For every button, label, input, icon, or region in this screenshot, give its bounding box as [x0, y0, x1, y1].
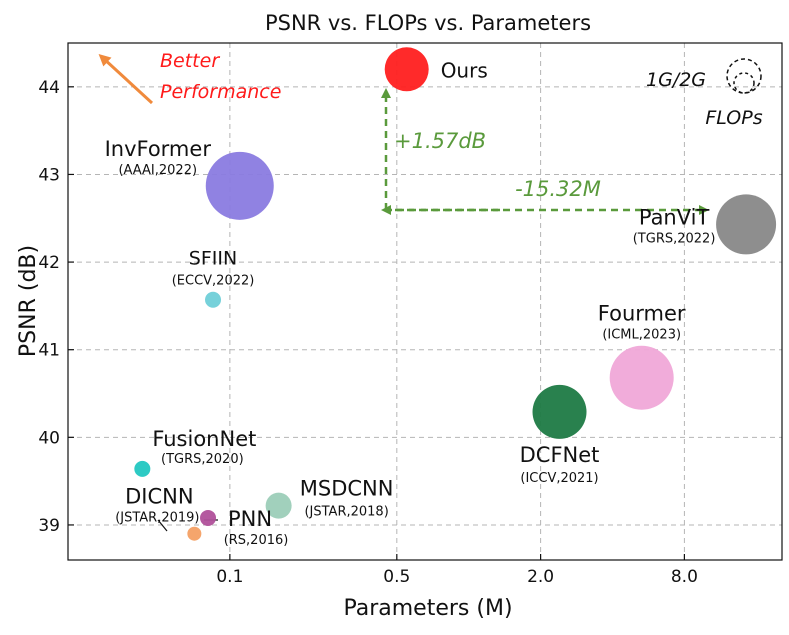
y-tick-label: 39 [38, 516, 60, 536]
sublabel-dicnn: (JSTAR,2019) [115, 511, 199, 526]
x-tick-label: 8.0 [671, 567, 698, 587]
y-tick-label: 44 [38, 78, 60, 98]
performance-label: Performance [160, 81, 281, 103]
sublabel-dcfnet: (ICCV,2021) [520, 471, 598, 486]
sublabel-pnn: (RS,2016) [224, 533, 289, 548]
label-invformer: InvFormer [105, 137, 212, 161]
label-panvit: PanViT [639, 205, 710, 229]
better-label: Better [160, 50, 220, 72]
flops-legend-label-1: 1G/2G [646, 69, 706, 91]
y-axis-label: PSNR (dB) [16, 245, 41, 357]
better-performance-arrow [98, 53, 154, 105]
label-sfiin: SFIIN [189, 248, 237, 270]
point-pnn [200, 509, 217, 526]
psnr-gain-label: +1.57dB [394, 129, 486, 153]
x-axis-ticks: 0.1 0.5 2.0 8.0 [216, 554, 698, 587]
better-performance-annotation: Better Performance [98, 50, 281, 105]
sublabel-fourmer: (ICML,2023) [602, 328, 681, 343]
param-reduction-label: -15.32M [515, 177, 601, 201]
point-fusionnet [134, 460, 151, 477]
y-tick-label: 43 [38, 165, 60, 185]
point-dcfnet [532, 384, 587, 439]
label-fusionnet: FusionNet [152, 427, 256, 451]
point-sfiin [205, 291, 222, 308]
label-pnn: PNN [228, 507, 272, 531]
label-fourmer: Fourmer [598, 302, 686, 326]
sublabel-invformer: (AAAI,2022) [118, 163, 197, 178]
point-panvit [716, 194, 777, 255]
point-fourmer [609, 345, 674, 410]
x-tick-label: 2.0 [527, 567, 554, 587]
chart-title: PSNR vs. FLOPs vs. Parameters [265, 11, 591, 35]
plot-frame [67, 42, 783, 561]
point-labels: Ours InvFormer (AAAI,2022) SFIIN (ECCV,2022)… [105, 58, 716, 548]
label-ours: Ours [441, 58, 488, 82]
data-points [134, 47, 777, 541]
sublabel-msdcnn: (JSTAR,2018) [304, 505, 388, 520]
y-tick-label: 42 [38, 253, 60, 273]
sublabel-panvit: (TGRS,2022) [633, 231, 716, 246]
point-ours [384, 47, 429, 92]
sublabel-fusionnet: (TGRS,2020) [161, 452, 244, 467]
y-tick-label: 41 [38, 341, 60, 361]
flops-legend-2g-circle [726, 58, 762, 94]
label-dicnn: DICNN [125, 485, 193, 509]
flops-size-legend: 1G/2G FLOPs [646, 58, 763, 129]
x-tick-label: 0.1 [216, 567, 243, 587]
label-dcfnet: DCFNet [520, 443, 600, 467]
flops-legend-1g-circle [733, 72, 755, 94]
point-invformer [205, 151, 274, 220]
flops-legend-label-2: FLOPs [705, 107, 762, 129]
grid [68, 43, 782, 560]
dicnn-leader-line [157, 519, 168, 532]
point-dicnn [187, 526, 202, 541]
y-tick-label: 40 [38, 428, 60, 448]
x-tick-label: 0.5 [383, 567, 410, 587]
label-msdcnn: MSDCNN [300, 477, 394, 501]
y-axis-ticks: 39 40 41 42 43 44 [38, 78, 74, 536]
point-msdcnn [265, 492, 292, 519]
sublabel-sfiin: (ECCV,2022) [172, 274, 255, 289]
improvement-arrows: +1.57dB -15.32M [381, 88, 709, 215]
x-axis-label: Parameters (M) [343, 596, 512, 621]
